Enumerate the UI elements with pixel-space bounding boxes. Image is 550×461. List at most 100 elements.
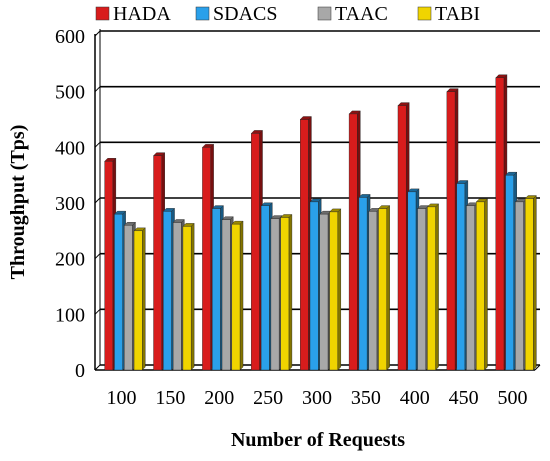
- bar-front: [368, 211, 378, 371]
- y-tick-label: 400: [55, 137, 85, 159]
- bar-front: [505, 174, 514, 371]
- floor-edge: [534, 364, 541, 371]
- legend-item-sdacs: SDACS: [195, 3, 277, 25]
- bar-tabi-500: [524, 195, 537, 371]
- x-tick-label: 450: [449, 387, 479, 409]
- bar-front: [378, 208, 387, 371]
- gridline-diagonal: [94, 364, 101, 371]
- bar-front: [495, 77, 505, 371]
- bar-front: [348, 113, 358, 371]
- bars: [104, 74, 537, 371]
- bar-side: [337, 208, 341, 371]
- legend-label: SDACS: [213, 3, 277, 25]
- bar-front: [417, 208, 426, 371]
- bar-front: [172, 222, 182, 371]
- bar-front: [446, 91, 456, 371]
- legend-swatch: [417, 6, 432, 21]
- bar-front: [124, 225, 133, 371]
- y-tick-label: 600: [55, 26, 85, 48]
- bar-taac-100: [123, 221, 136, 371]
- bar-sdacs-200: [211, 205, 224, 371]
- bar-tabi-100: [133, 227, 146, 371]
- bar-sdacs-150: [162, 207, 176, 371]
- bar-sdacs-350: [358, 193, 371, 371]
- bar-hada-500: [495, 74, 508, 371]
- tick-labels: 0 100 200 300 400 500 600 100 150 200 250 300 350 400…: [55, 26, 528, 409]
- x-tick-label: 250: [253, 387, 283, 409]
- bar-taac-250: [270, 215, 283, 371]
- bar-taac-500: [514, 198, 528, 371]
- bar-front: [329, 211, 339, 371]
- bar-front: [427, 206, 436, 371]
- bar-front: [163, 211, 172, 371]
- bar-front: [456, 183, 466, 371]
- legend-swatch: [195, 6, 210, 21]
- legend-label: HADA: [113, 3, 171, 25]
- bar-front: [104, 161, 114, 371]
- bar-taac-300: [319, 210, 332, 371]
- bar-front: [251, 133, 260, 371]
- bar-hada-250: [250, 129, 263, 371]
- bar-sdacs-250: [260, 202, 273, 371]
- bar-front: [309, 201, 319, 371]
- legend: HADA SDACS TAAC TABI: [95, 3, 480, 25]
- x-tick-label: 150: [155, 387, 185, 409]
- legend-swatch: [317, 6, 332, 21]
- bar-front: [114, 213, 123, 371]
- y-tick-label: 300: [55, 193, 85, 215]
- bar-hada-400: [397, 102, 410, 371]
- bar-front: [212, 208, 221, 371]
- bar-front: [260, 205, 270, 371]
- bar-side: [435, 203, 439, 371]
- bar-front: [397, 105, 407, 371]
- bar-tabi-200: [231, 220, 244, 371]
- bar-front: [515, 201, 524, 371]
- x-axis-title: Number of Requests: [231, 429, 405, 451]
- bar-front: [153, 155, 162, 371]
- bar-sdacs-100: [113, 210, 127, 371]
- bar-front: [133, 230, 143, 371]
- bar-front: [524, 198, 534, 371]
- bar-taac-400: [417, 205, 430, 371]
- bar-hada-200: [201, 143, 215, 371]
- bar-side: [239, 220, 244, 371]
- y-tick-label: 500: [55, 82, 85, 104]
- legend-swatch: [95, 6, 110, 21]
- gridline-diagonal: [94, 308, 101, 315]
- bar-tabi-350: [378, 205, 391, 371]
- bar-hada-100: [104, 157, 117, 371]
- x-tick-label: 500: [498, 387, 528, 409]
- bar-front: [407, 191, 417, 371]
- bar-front: [182, 226, 192, 371]
- bar-taac-350: [368, 207, 381, 371]
- legend-label: TAAC: [335, 3, 388, 25]
- legend-item-taac: TAAC: [317, 3, 388, 25]
- gridline-diagonal: [94, 30, 101, 37]
- bar-front: [476, 201, 485, 371]
- bar-front: [358, 197, 368, 371]
- legend-item-hada: HADA: [95, 3, 171, 25]
- bar-taac-150: [172, 219, 185, 371]
- bar-tabi-250: [280, 213, 293, 371]
- bar-front: [300, 119, 309, 371]
- gridline-diagonal: [94, 253, 101, 260]
- bar-front: [319, 213, 329, 371]
- legend-item-tabi: TABI: [417, 3, 480, 25]
- bar-side: [533, 195, 537, 371]
- x-tick-label: 350: [351, 387, 381, 409]
- bar-hada-150: [153, 152, 166, 371]
- bar-sdacs-300: [309, 198, 322, 371]
- x-tick-label: 300: [302, 387, 332, 409]
- bar-hada-300: [299, 116, 312, 371]
- y-tick-label: 100: [55, 304, 85, 326]
- bar-sdacs-400: [407, 188, 420, 371]
- bar-front: [231, 223, 241, 371]
- x-tick-label: 200: [204, 387, 234, 409]
- x-tick-label: 400: [400, 387, 430, 409]
- bar-hada-350: [348, 110, 361, 371]
- bar-front: [202, 147, 211, 371]
- bar-side: [142, 227, 146, 371]
- bar-side: [288, 213, 293, 371]
- bar-tabi-450: [475, 198, 488, 371]
